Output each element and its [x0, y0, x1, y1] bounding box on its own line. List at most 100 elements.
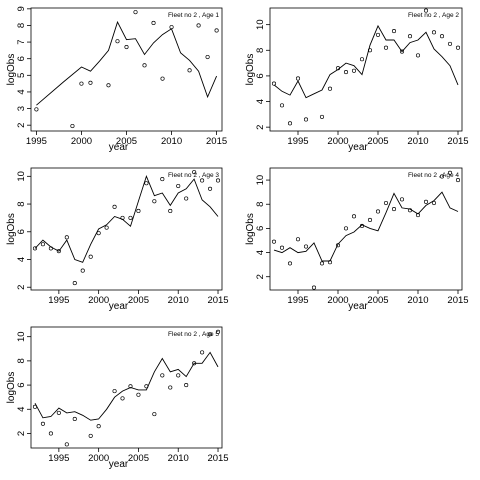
observed-point	[56, 249, 61, 254]
observed-point	[367, 48, 373, 53]
observed-point	[215, 178, 221, 183]
observed-point	[48, 431, 53, 436]
observed-point	[311, 285, 317, 290]
observed-point	[399, 49, 405, 54]
y-tick-label: 2	[255, 125, 266, 130]
observed-point	[136, 392, 141, 397]
observed-point	[152, 199, 157, 204]
fitted-line	[273, 191, 459, 262]
y-axis-label: logObs	[245, 54, 256, 86]
y-tick-label: 7	[16, 39, 27, 44]
observed-point	[208, 332, 213, 337]
panel-title: Fleet no 2 , Age 4	[408, 172, 459, 179]
observed-point	[40, 242, 45, 247]
y-tick-label: 4	[255, 99, 266, 104]
observed-point	[423, 199, 429, 204]
observed-point	[192, 361, 197, 366]
x-tick-label: 2015	[447, 295, 468, 306]
observed-point	[133, 10, 138, 15]
x-tick-label: 2015	[206, 136, 227, 147]
observed-point	[327, 86, 333, 91]
x-tick-label: 2000	[88, 295, 109, 306]
y-tick-label: 5	[16, 73, 27, 78]
observed-point	[169, 25, 174, 30]
observed-point	[375, 32, 381, 37]
y-tick-label: 2	[16, 285, 27, 290]
y-axis-label: logObs	[6, 54, 17, 86]
fitted-line	[34, 351, 219, 421]
observed-point	[64, 235, 69, 240]
observed-point	[34, 107, 39, 112]
plot-frame	[30, 326, 223, 449]
y-tick-label: 6	[255, 73, 266, 78]
observed-point	[303, 117, 309, 122]
y-tick-label: 10	[255, 19, 266, 30]
observed-point	[407, 208, 413, 213]
chart-panel-1: 1995 2000 2005 2010 2015 2 3 4 5 6 7 8 9 year logObs Fl…	[6, 6, 227, 153]
x-tick-label: 2015	[207, 453, 228, 464]
x-tick-label: 1995	[287, 295, 308, 306]
observed-point	[184, 196, 189, 201]
observed-point	[319, 261, 325, 266]
observed-point	[128, 384, 133, 389]
observed-point	[319, 114, 325, 119]
x-tick-label: 2000	[327, 295, 348, 306]
observed-point	[423, 8, 429, 13]
observed-point	[351, 68, 357, 73]
observed-point	[136, 208, 141, 214]
observed-point	[112, 204, 117, 209]
observed-point	[375, 209, 381, 214]
observed-point	[335, 66, 341, 71]
x-tick-label: 2005	[128, 453, 149, 464]
observed-point	[48, 246, 53, 251]
panel-title: Fleet no 2 , Age 3	[168, 172, 219, 179]
observed-point	[431, 200, 437, 206]
y-tick-label: 2	[16, 431, 27, 436]
x-tick-label: 2010	[168, 453, 189, 464]
observed-point	[447, 41, 453, 46]
fitted-line	[34, 174, 219, 263]
observed-point	[79, 81, 84, 86]
chart-panel-2: 1995 2000 2005 2010 2015 2 4 6 8 10 year logObs Flee…	[245, 7, 469, 153]
panel-title: Fleet no 2 , Age 2	[408, 12, 459, 19]
chart-panel-3: 1995 2000 2005 2010 2015 2 4 6 8 10 year logObs Flee…	[6, 167, 229, 312]
observed-point	[391, 29, 397, 34]
y-axis-label: logObs	[245, 213, 256, 245]
y-tick-label: 6	[16, 382, 27, 387]
y-tick-label: 9	[16, 6, 27, 11]
x-tick-label: 2010	[407, 136, 428, 147]
observed-point	[200, 350, 205, 355]
plot-frame	[30, 7, 223, 132]
observed-point	[142, 63, 147, 68]
observed-point	[383, 200, 389, 206]
plot-frame	[269, 167, 463, 291]
x-tick-label: 1995	[26, 136, 47, 147]
observed-point	[184, 383, 189, 388]
x-tick-label: 2005	[367, 295, 388, 306]
observed-point	[439, 34, 445, 39]
y-tick-label: 4	[16, 89, 27, 94]
observed-point	[215, 329, 221, 334]
y-tick-label: 4	[16, 407, 27, 412]
panel-title: Fleet no 2 , Age 1	[168, 12, 219, 19]
x-axis-label: year	[348, 142, 368, 153]
observed-point	[152, 412, 157, 417]
x-tick-label: 1995	[48, 295, 69, 306]
observed-point	[415, 213, 421, 218]
observed-point	[88, 254, 93, 259]
observed-point	[351, 214, 357, 219]
observed-point	[335, 243, 341, 248]
observed-point	[32, 404, 38, 409]
observed-point	[144, 181, 149, 186]
observed-point	[160, 76, 165, 81]
observed-point	[115, 39, 120, 44]
x-tick-label: 2015	[207, 295, 228, 306]
observed-point	[279, 103, 285, 108]
y-tick-label: 4	[255, 250, 266, 255]
x-tick-label: 2005	[367, 136, 388, 147]
observed-point	[96, 424, 101, 429]
observed-point	[80, 268, 85, 273]
observed-point	[343, 70, 349, 75]
plot-frame	[30, 167, 223, 291]
